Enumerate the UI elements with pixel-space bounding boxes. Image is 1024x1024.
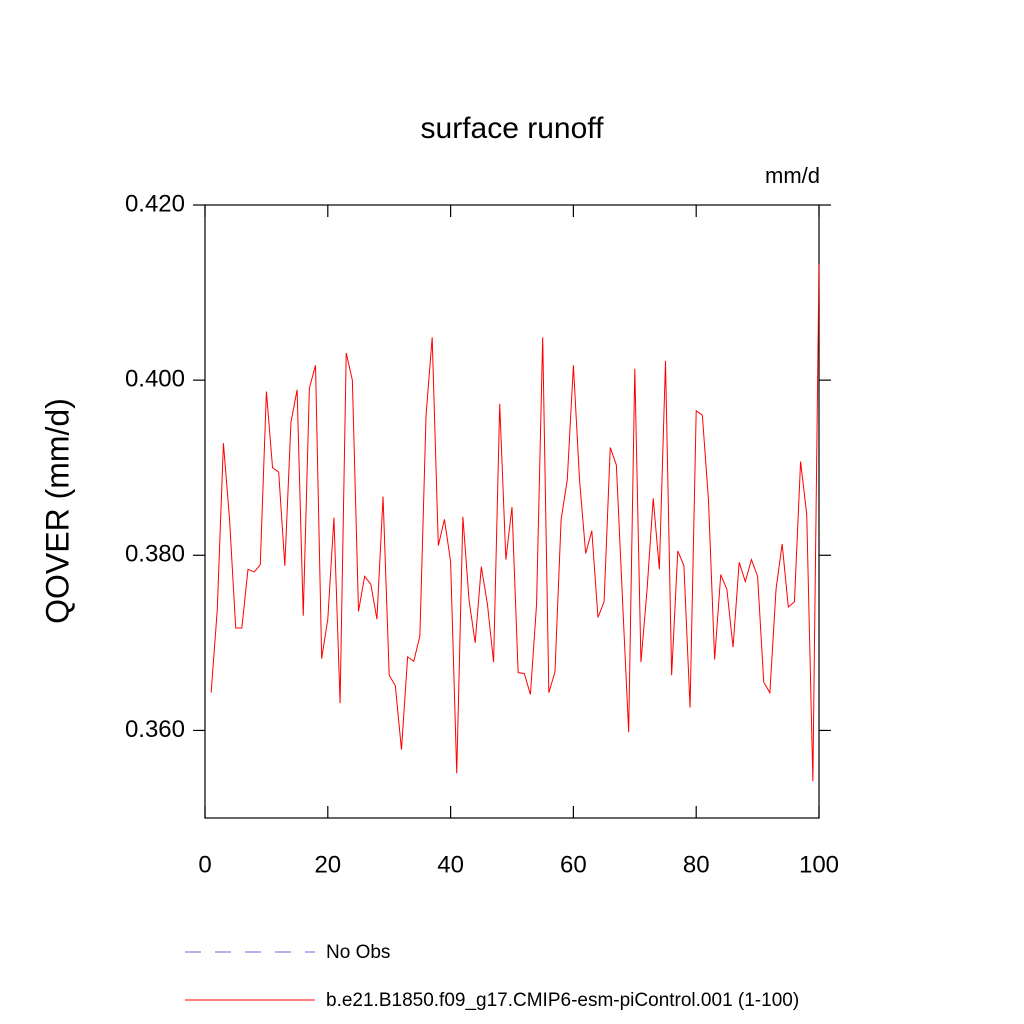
y-tick-label: 0.380 — [125, 541, 185, 568]
x-tick-label: 80 — [683, 851, 710, 878]
x-tick-label: 0 — [198, 851, 211, 878]
x-tick-label: 60 — [560, 851, 587, 878]
units-label: mm/d — [765, 163, 820, 188]
x-tick-label: 20 — [314, 851, 341, 878]
y-tick-label: 0.360 — [125, 716, 185, 743]
x-tick-label: 40 — [437, 851, 464, 878]
x-tick-label: 100 — [799, 851, 839, 878]
legend-label: No Obs — [326, 942, 390, 963]
y-tick-label: 0.400 — [125, 365, 185, 392]
data-line — [210, 264, 820, 782]
chart-title: surface runoff — [421, 112, 605, 145]
plot-frame — [204, 204, 820, 819]
y-tick-label: 0.420 — [125, 190, 185, 217]
y-axis-label: QOVER (mm/d) — [39, 398, 75, 624]
legend-label: b.e21.B1850.f09_g17.CMIP6-esm-piControl.… — [326, 990, 799, 1011]
